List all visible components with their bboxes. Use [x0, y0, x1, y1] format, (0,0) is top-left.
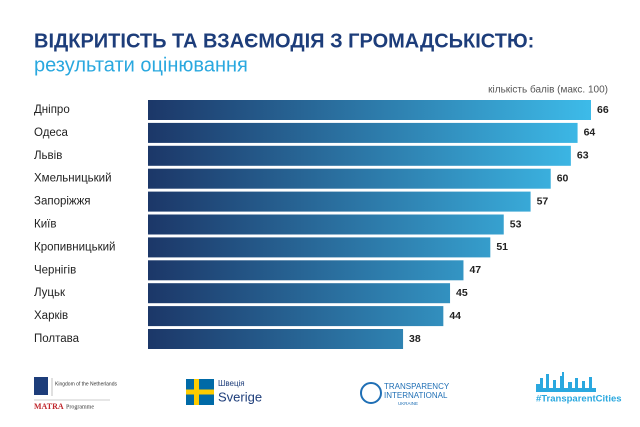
value-label: 38	[409, 333, 421, 345]
category-label: Запоріжжя	[34, 196, 91, 208]
value-label: 53	[510, 218, 522, 230]
value-label: 66	[597, 104, 609, 116]
category-label: Хмельницький	[34, 173, 112, 185]
value-label: 63	[577, 150, 589, 162]
logo-text: Kingdom of the Netherlands	[55, 381, 117, 387]
bar	[148, 122, 578, 143]
bar	[148, 237, 491, 258]
ti-circle	[360, 382, 382, 404]
category-label: Кропивницький	[34, 241, 115, 253]
category-label: Одеса	[34, 127, 69, 139]
bar	[148, 260, 464, 281]
category-label: Дніпро	[34, 104, 70, 116]
value-label: 45	[456, 287, 468, 299]
logo-sweden: Швеція Sverige	[186, 379, 262, 405]
value-label: 51	[496, 241, 508, 253]
category-label: Полтава	[34, 333, 80, 345]
bar	[148, 145, 571, 166]
bar	[148, 214, 504, 235]
category-label: Київ	[34, 219, 56, 231]
category-label: Луцьк	[34, 287, 66, 299]
bar	[148, 306, 444, 327]
logo-text: Sverige	[218, 389, 262, 404]
category-label: Чернігів	[34, 264, 76, 276]
logo-text: Programme	[66, 404, 94, 410]
logo-text: MATRA	[34, 402, 64, 411]
chart-subtitle: результати оцінювання	[34, 54, 248, 76]
crest	[34, 377, 48, 395]
logo-ti: TRANSPARENCY INTERNATIONAL UKRAINE	[360, 382, 450, 406]
category-label: Харків	[34, 310, 68, 322]
value-label: 44	[449, 310, 461, 322]
bar	[148, 100, 591, 120]
logo-text: Швеція	[218, 379, 245, 388]
bar	[148, 329, 404, 349]
logo-text: UKRAINE	[398, 401, 418, 406]
flag-cross	[186, 389, 214, 395]
bar	[148, 191, 531, 212]
logo-text: #TransparentCities	[536, 394, 622, 405]
value-label: 47	[469, 264, 481, 276]
value-label: 57	[537, 195, 549, 207]
category-label: Львів	[34, 150, 62, 162]
logo-text: TRANSPARENCY	[384, 382, 450, 391]
value-label: 60	[557, 172, 569, 184]
logo-text: INTERNATIONAL	[384, 391, 448, 400]
bar	[148, 283, 451, 304]
logo-netherlands: Kingdom of the Netherlands MATRA Program…	[34, 377, 117, 411]
axis-label: кількість балів (макс. 100)	[488, 84, 608, 96]
value-label: 64	[584, 127, 596, 139]
bar	[148, 168, 551, 189]
chart-title: ВІДКРИТІСТЬ ТА ВЗАЄМОДІЯ З ГРОМАДСЬКІСТЮ…	[34, 30, 534, 52]
logo-cities: #TransparentCities	[536, 372, 622, 405]
skyline	[536, 372, 596, 392]
